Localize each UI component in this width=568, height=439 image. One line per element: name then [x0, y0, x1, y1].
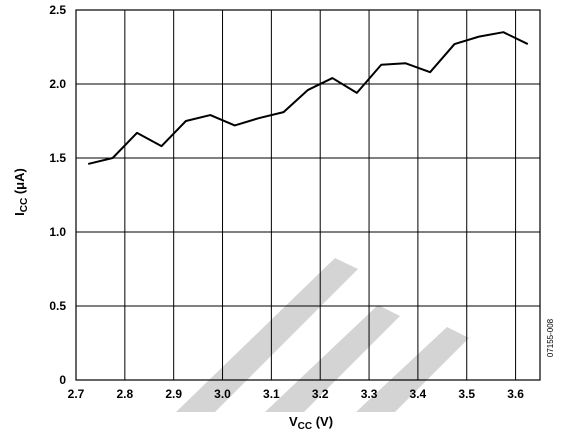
y-tick-label: 0.5: [49, 299, 66, 313]
tick-labels: 2.7 2.8 2.9 3.0 3.1 3.2 3.3 3.4 3.5 3.6 0 0.5 1.0 1.5…: [49, 3, 524, 401]
axes: [75, 9, 541, 381]
x-tick-label: 2.9: [165, 387, 182, 401]
y-tick-label: 2.5: [49, 3, 66, 17]
series-line: [87, 31, 529, 165]
y-tick-label: 1.5: [49, 151, 66, 165]
x-tick-label: 3.5: [458, 387, 475, 401]
x-tick-label: 3.2: [312, 387, 329, 401]
y-tick-label: 2.0: [49, 77, 66, 91]
x-tick-label: 3.6: [507, 387, 524, 401]
x-tick-label: 3.3: [361, 387, 378, 401]
y-tick-label: 0: [59, 373, 66, 387]
x-tick-label: 3.0: [214, 387, 231, 401]
watermark-logo: [176, 258, 469, 412]
x-tick-label: 3.4: [410, 387, 427, 401]
watermark-stripe-3: [356, 327, 469, 412]
x-tick-label: 2.8: [116, 387, 133, 401]
y-axis-label: ICC (μA): [12, 168, 30, 216]
plot-frame: [75, 9, 541, 381]
watermark-stripe-2: [265, 305, 400, 412]
x-tick-label: 3.1: [263, 387, 280, 401]
y-tick-label: 1.0: [49, 225, 66, 239]
series-layer: [87, 31, 529, 165]
watermark-stripe-1: [176, 258, 358, 412]
x-tick-label: 2.7: [68, 387, 85, 401]
grid: [76, 10, 540, 380]
x-axis-label: VCC (V): [289, 414, 333, 432]
figure-id: 07155-008: [546, 318, 555, 357]
